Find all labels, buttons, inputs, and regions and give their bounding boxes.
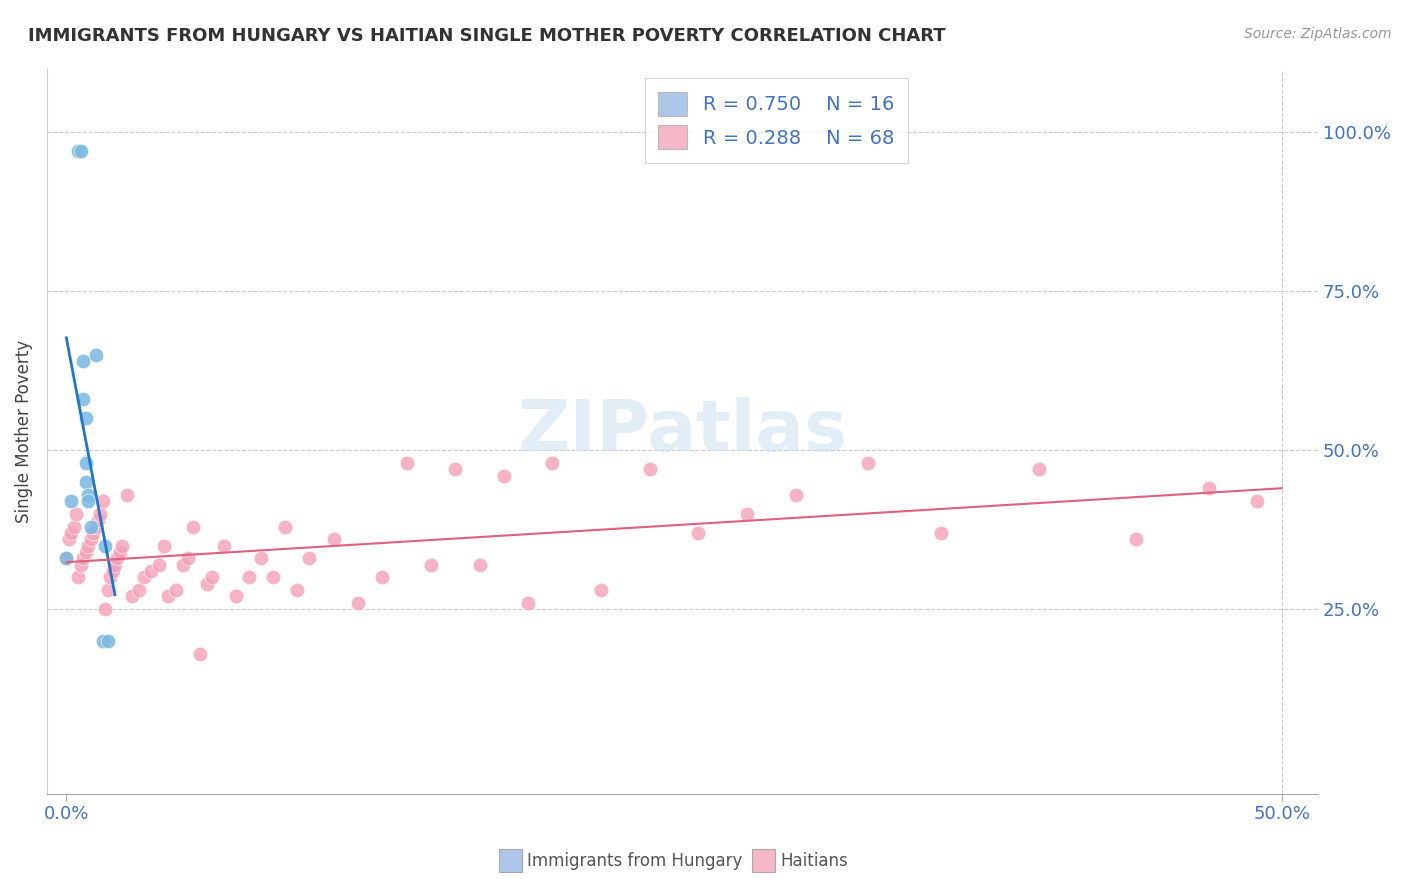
Point <box>97 583 120 598</box>
Point <box>1125 533 1147 547</box>
Point <box>75 545 97 559</box>
Point <box>492 468 515 483</box>
Point <box>195 576 218 591</box>
Point <box>75 411 97 425</box>
Point <box>134 570 156 584</box>
Point <box>77 488 100 502</box>
Point <box>1246 494 1268 508</box>
Point <box>419 558 441 572</box>
Point <box>395 456 418 470</box>
Point <box>152 539 174 553</box>
Point <box>111 539 134 553</box>
Point <box>67 570 90 584</box>
Point <box>108 545 131 559</box>
Point <box>188 647 211 661</box>
Text: Source: ZipAtlas.com: Source: ZipAtlas.com <box>1244 27 1392 41</box>
Point <box>55 551 77 566</box>
Point <box>141 564 163 578</box>
Point <box>121 590 143 604</box>
Point <box>541 456 564 470</box>
Point <box>931 525 953 540</box>
Point <box>172 558 194 572</box>
Point <box>274 519 297 533</box>
Point <box>128 583 150 598</box>
Point <box>115 488 138 502</box>
Point <box>249 551 271 566</box>
Point <box>285 583 308 598</box>
Point <box>75 456 97 470</box>
Point <box>60 525 83 540</box>
Point <box>87 513 110 527</box>
Point <box>70 558 93 572</box>
Point <box>1198 481 1220 495</box>
Point <box>79 533 101 547</box>
Point <box>72 354 94 368</box>
Point <box>262 570 284 584</box>
Point <box>94 602 117 616</box>
Point <box>201 570 224 584</box>
Text: Immigrants from Hungary: Immigrants from Hungary <box>527 852 742 870</box>
Point <box>84 519 107 533</box>
Point <box>225 590 247 604</box>
Point <box>444 462 467 476</box>
Point <box>638 462 661 476</box>
Point <box>517 596 540 610</box>
Text: Haitians: Haitians <box>780 852 848 870</box>
Point <box>371 570 394 584</box>
Point <box>148 558 170 572</box>
Point <box>177 551 200 566</box>
Point <box>77 539 100 553</box>
Point <box>82 525 104 540</box>
Point <box>785 488 807 502</box>
Point <box>67 145 90 159</box>
Point <box>591 583 613 598</box>
Point <box>347 596 370 610</box>
Point <box>735 507 758 521</box>
Point <box>60 494 83 508</box>
Point <box>91 634 114 648</box>
Point <box>97 634 120 648</box>
Point <box>79 519 101 533</box>
Point <box>157 590 180 604</box>
Point <box>65 507 87 521</box>
Point <box>238 570 260 584</box>
Point <box>214 539 236 553</box>
Point <box>91 494 114 508</box>
Point <box>298 551 321 566</box>
Point <box>101 564 124 578</box>
Point <box>77 494 100 508</box>
Point <box>104 558 127 572</box>
Point <box>98 570 121 584</box>
Point <box>62 519 84 533</box>
Point <box>165 583 187 598</box>
Point <box>1028 462 1050 476</box>
Point <box>94 539 117 553</box>
Point <box>72 551 94 566</box>
Point <box>58 533 80 547</box>
Text: IMMIGRANTS FROM HUNGARY VS HAITIAN SINGLE MOTHER POVERTY CORRELATION CHART: IMMIGRANTS FROM HUNGARY VS HAITIAN SINGL… <box>28 27 946 45</box>
Y-axis label: Single Mother Poverty: Single Mother Poverty <box>15 340 32 523</box>
Point <box>688 525 710 540</box>
Point <box>55 551 77 566</box>
Point <box>322 533 344 547</box>
Text: ZIPatlas: ZIPatlas <box>517 397 848 466</box>
Point <box>72 392 94 407</box>
Point <box>70 145 93 159</box>
Point <box>105 551 128 566</box>
Point <box>75 475 97 489</box>
Point <box>858 456 880 470</box>
Point <box>84 348 107 362</box>
Point <box>468 558 491 572</box>
Point <box>181 519 204 533</box>
Point <box>89 507 111 521</box>
Legend: R = 0.750    N = 16, R = 0.288    N = 68: R = 0.750 N = 16, R = 0.288 N = 68 <box>645 78 908 162</box>
